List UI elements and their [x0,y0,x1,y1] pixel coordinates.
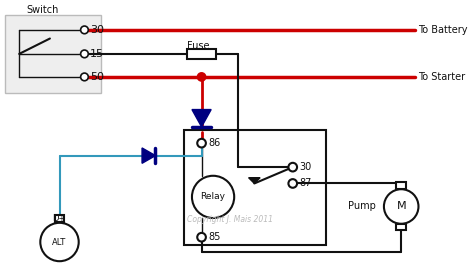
Text: Copyright J. Mais 2011: Copyright J. Mais 2011 [187,215,273,224]
Text: To Battery: To Battery [419,25,468,35]
Circle shape [81,26,88,34]
Circle shape [198,73,205,81]
Circle shape [384,189,419,224]
Circle shape [81,73,88,81]
Circle shape [81,50,88,58]
Polygon shape [248,178,260,184]
Text: 50: 50 [90,72,104,82]
Text: 85: 85 [208,232,221,242]
Bar [396,182,406,189]
Circle shape [197,139,206,147]
Text: 15: 15 [90,49,104,59]
Text: M: M [396,201,406,212]
Bar [187,49,216,59]
Text: 87: 87 [300,178,312,189]
Circle shape [192,176,234,218]
Circle shape [197,233,206,241]
Text: ALT: ALT [53,238,67,247]
Polygon shape [142,148,155,163]
Text: D+: D+ [52,215,65,224]
Circle shape [40,223,79,261]
Circle shape [288,163,297,172]
Text: Relay: Relay [201,192,226,201]
Text: 30: 30 [90,25,104,35]
Text: To Starter: To Starter [419,72,465,82]
Bar [5,15,101,93]
Text: 86: 86 [208,138,220,148]
Bar [184,130,326,245]
Text: 30: 30 [300,162,312,172]
Circle shape [288,179,297,188]
Text: Switch: Switch [27,5,59,15]
Text: Fuse: Fuse [187,41,210,51]
Bar [396,224,406,230]
Bar [55,215,64,222]
Polygon shape [192,110,211,127]
Text: Pump: Pump [348,201,376,212]
